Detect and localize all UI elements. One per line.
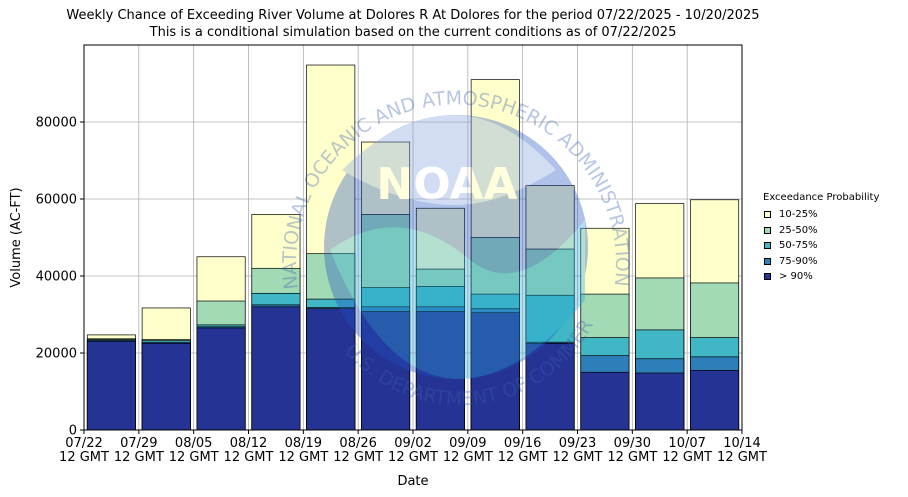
- legend-swatch: [764, 226, 771, 234]
- bar-segment: [470, 312, 520, 431]
- legend-swatch: [764, 273, 771, 281]
- legend-entry: 50-75%: [763, 238, 879, 254]
- chart-subtitle: This is a conditional simulation based o…: [149, 25, 677, 40]
- x-tick-label: 12 GMT: [59, 450, 109, 465]
- x-tick-label: 12 GMT: [333, 450, 383, 465]
- x-tick-label: 08/05: [175, 436, 212, 451]
- legend-label: > 90%: [779, 271, 813, 283]
- legend-entry: > 90%: [763, 269, 879, 285]
- x-tick-label: 12 GMT: [224, 450, 274, 465]
- legend-title: Exceedance Probability: [763, 192, 880, 203]
- legend-label: 75-90%: [779, 255, 818, 267]
- x-tick-label: 08/12: [230, 436, 267, 451]
- x-tick-label: 07/29: [120, 436, 157, 451]
- noaa-logo-wave: [330, 220, 585, 380]
- bars: [86, 64, 740, 431]
- x-tick-label: 12 GMT: [662, 450, 712, 465]
- y-tick-label: 60000: [36, 193, 77, 208]
- x-tick-label: 12 GMT: [443, 450, 493, 465]
- legend-entry: 75-90%: [763, 254, 879, 270]
- x-tick-label: 10/14: [723, 436, 760, 451]
- x-tick-label: 09/30: [614, 436, 651, 451]
- bar-segment: [690, 369, 740, 431]
- bar-segment: [525, 343, 575, 431]
- bar-segment: [141, 343, 191, 431]
- y-tick-label: 0: [69, 424, 77, 439]
- x-tick-label: 07/22: [65, 436, 102, 451]
- legend-swatch: [764, 257, 771, 265]
- x-tick-label: 12 GMT: [278, 450, 328, 465]
- x-tick-label: 12 GMT: [498, 450, 548, 465]
- legend-label: 10-25%: [779, 209, 818, 221]
- y-tick-label: 20000: [36, 347, 77, 362]
- x-tick-label: 08/19: [285, 436, 322, 451]
- x-tick-label: 08/26: [339, 436, 376, 451]
- x-tick-label: 12 GMT: [388, 450, 438, 465]
- legend-swatch: [764, 242, 771, 250]
- bar-segment: [86, 341, 136, 431]
- legend-items: 10-25% 25-50% 50-75% 75-90% > 90%: [763, 207, 879, 285]
- x-tick-label: 12 GMT: [717, 450, 767, 465]
- x-tick-label: 09/23: [559, 436, 596, 451]
- bar-segment: [306, 308, 356, 431]
- x-tick-label: 09/02: [394, 436, 431, 451]
- x-tick-label: 09/16: [504, 436, 541, 451]
- bar-segment: [251, 306, 301, 431]
- bar-segment: [580, 371, 630, 431]
- x-tick-label: 12 GMT: [169, 450, 219, 465]
- bar-segment: [361, 311, 411, 431]
- legend-entry: 10-25%: [763, 207, 879, 223]
- y-tick-label: 80000: [36, 116, 77, 131]
- x-tick-label: 12 GMT: [553, 450, 603, 465]
- x-tick-label: 12 GMT: [607, 450, 657, 465]
- legend-label: 50-75%: [779, 240, 818, 252]
- noaa-logo-disc: [324, 115, 588, 379]
- legend-label: 25-50%: [779, 224, 818, 236]
- y-tick-label: 40000: [36, 270, 77, 285]
- x-tick-label: 10/07: [668, 436, 705, 451]
- bar-segment: [196, 327, 246, 431]
- legend: Exceedance Probability 10-25% 25-50% 50-75…: [763, 192, 879, 285]
- y-axis-label: Volume (AC-FT): [9, 187, 24, 287]
- x-axis-label: Date: [397, 474, 428, 489]
- bar-segment: [635, 372, 685, 431]
- legend-entry: 25-50%: [763, 223, 879, 239]
- x-tick-label: 12 GMT: [114, 450, 164, 465]
- noaa-logo-letters: NOAA: [376, 159, 517, 210]
- bar-segment: [415, 311, 465, 431]
- chart-title: Weekly Chance of Exceeding River Volume …: [66, 8, 760, 23]
- legend-swatch: [764, 211, 771, 219]
- x-tick-label: 09/09: [449, 436, 486, 451]
- noaa-logo-bird: [342, 115, 556, 205]
